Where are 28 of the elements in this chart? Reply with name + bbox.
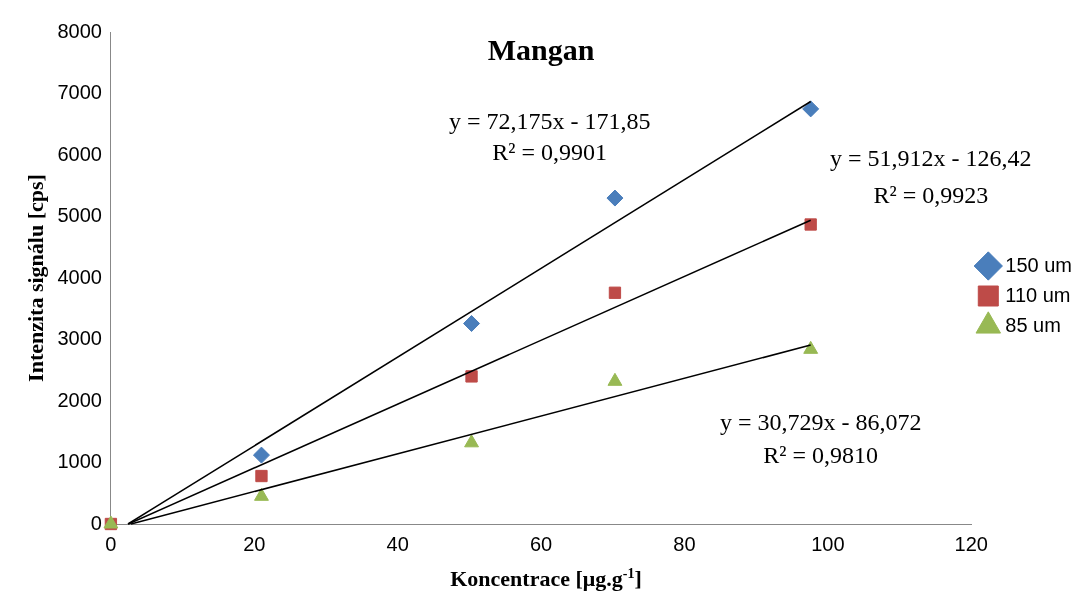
x-tick-label: 20: [243, 532, 266, 555]
annotation: y = 51,912x - 126,42: [830, 144, 1032, 171]
y-tick-label: 1000: [57, 450, 102, 473]
x-tick-label: 40: [386, 532, 409, 555]
legend-label: 150 um: [1005, 253, 1073, 276]
annotation: R² = 0,9901: [492, 139, 608, 166]
annotation: R² = 0,9810: [763, 442, 879, 469]
y-tick-label: 5000: [57, 204, 102, 227]
x-tick-label: 0: [105, 532, 117, 555]
x-tick-label: 120: [954, 532, 988, 555]
y-tick-label: 2000: [57, 388, 102, 411]
x-tick-label: 80: [673, 532, 696, 555]
y-tick-label: 4000: [57, 265, 102, 288]
chart-title: Mangan: [487, 32, 595, 66]
annotation: y = 30,729x - 86,072: [719, 408, 922, 435]
x-tick-label: 100: [811, 532, 845, 555]
y-tick-label: 0: [90, 511, 102, 534]
legend-label: 85 um: [1005, 313, 1061, 336]
y-tick-label: 3000: [57, 327, 102, 350]
x-tick-label: 60: [529, 532, 553, 555]
x-axis-title: Koncentrace [μg.g$^{-1}$]: [449, 566, 643, 593]
y-tick-label: 7000: [57, 81, 102, 104]
y-axis-title: Intenzita signálu [cps]: [22, 174, 48, 382]
legend-label: 110 um: [1005, 283, 1071, 306]
y-tick-label: 6000: [57, 142, 102, 165]
annotation: y = 72,175x - 171,85: [448, 108, 651, 135]
annotation: R² = 0,9923: [873, 181, 989, 208]
y-tick-label: 8000: [57, 19, 102, 42]
